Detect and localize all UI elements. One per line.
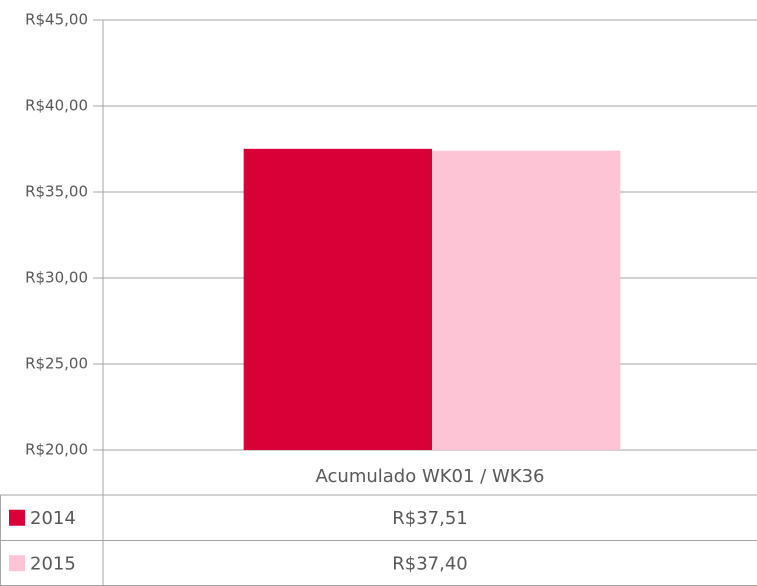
legend-label: 2015 [30,553,76,574]
bar [432,150,621,450]
x-tick-label: Acumulado WK01 / WK36 [316,466,545,487]
y-tick-label: R$40,00 [25,97,88,115]
y-tick-label: R$20,00 [25,441,88,459]
y-tick-label: R$25,00 [25,355,88,373]
table-value: R$37,40 [392,553,468,574]
legend-key [9,555,25,572]
y-tick-label: R$35,00 [25,183,88,201]
table-value: R$37,51 [392,508,468,529]
y-tick-label: R$45,00 [25,11,88,29]
legend-label: 2014 [30,508,76,529]
y-tick-label: R$30,00 [25,269,88,287]
bar [243,148,432,450]
legend-key [9,509,25,526]
